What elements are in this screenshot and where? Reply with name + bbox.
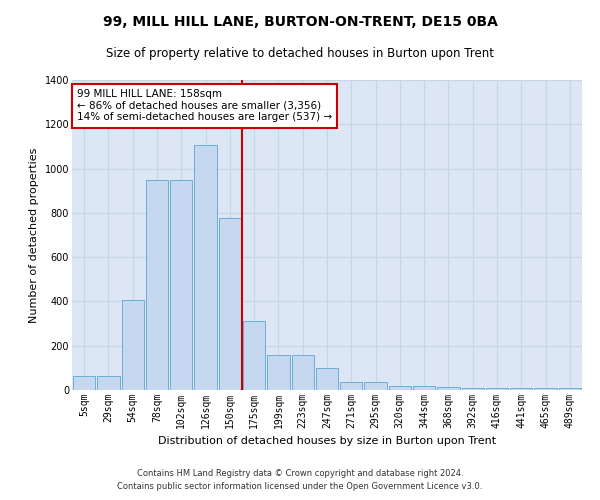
Bar bbox=[316, 368, 338, 390]
Bar bbox=[243, 322, 265, 390]
Bar bbox=[389, 386, 411, 390]
Bar bbox=[559, 388, 581, 390]
Bar bbox=[461, 388, 484, 390]
Bar bbox=[486, 388, 508, 390]
Bar bbox=[364, 382, 387, 390]
Bar bbox=[73, 376, 95, 390]
Text: 99 MILL HILL LANE: 158sqm
← 86% of detached houses are smaller (3,356)
14% of se: 99 MILL HILL LANE: 158sqm ← 86% of detac… bbox=[77, 90, 332, 122]
Bar bbox=[194, 146, 217, 390]
Y-axis label: Number of detached properties: Number of detached properties bbox=[29, 148, 39, 322]
Text: 99, MILL HILL LANE, BURTON-ON-TRENT, DE15 0BA: 99, MILL HILL LANE, BURTON-ON-TRENT, DE1… bbox=[103, 15, 497, 29]
Bar bbox=[146, 180, 168, 390]
Bar bbox=[437, 386, 460, 390]
Bar bbox=[267, 354, 290, 390]
Bar bbox=[340, 382, 362, 390]
Text: Contains HM Land Registry data © Crown copyright and database right 2024.: Contains HM Land Registry data © Crown c… bbox=[137, 468, 463, 477]
Bar bbox=[510, 388, 532, 390]
Bar bbox=[413, 386, 436, 390]
Bar bbox=[218, 218, 241, 390]
Bar bbox=[97, 376, 119, 390]
Text: Size of property relative to detached houses in Burton upon Trent: Size of property relative to detached ho… bbox=[106, 48, 494, 60]
Bar bbox=[170, 180, 193, 390]
Bar bbox=[292, 354, 314, 390]
Bar bbox=[122, 300, 144, 390]
Text: Contains public sector information licensed under the Open Government Licence v3: Contains public sector information licen… bbox=[118, 482, 482, 491]
X-axis label: Distribution of detached houses by size in Burton upon Trent: Distribution of detached houses by size … bbox=[158, 436, 496, 446]
Bar bbox=[535, 388, 557, 390]
